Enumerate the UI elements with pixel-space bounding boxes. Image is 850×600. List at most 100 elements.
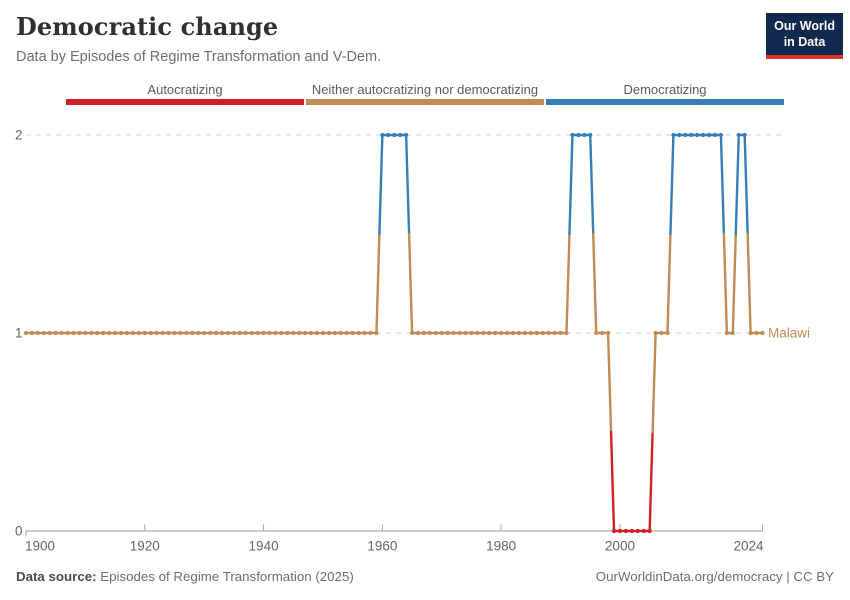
data-point	[172, 330, 177, 336]
data-point	[540, 330, 545, 336]
data-point	[23, 330, 29, 336]
data-point	[136, 330, 141, 336]
data-point	[243, 330, 248, 336]
legend-bar-autocratizing	[66, 99, 304, 105]
data-point	[522, 330, 528, 336]
data-point	[706, 132, 712, 138]
data-point	[350, 330, 355, 336]
owid-logo-line1: Our World	[774, 19, 835, 33]
owid-logo[interactable]: Our World in Data	[766, 13, 843, 59]
data-point	[605, 330, 611, 336]
x-tick-label-1980: 1980	[486, 539, 516, 554]
line-segment	[568, 133, 574, 236]
data-point	[314, 330, 320, 336]
data-point	[47, 330, 52, 336]
line-segment	[651, 331, 657, 434]
data-point	[505, 330, 510, 336]
data-point	[724, 330, 729, 336]
y-axis: 0 1 2	[15, 128, 23, 539]
data-point	[332, 330, 337, 336]
data-point	[184, 330, 189, 336]
data-point	[439, 330, 444, 336]
line-segment	[719, 133, 726, 236]
legend-item-democratizing: Democratizing	[545, 82, 785, 105]
chart-footer: Data source: Episodes of Regime Transfor…	[16, 569, 834, 584]
legend-item-neither: Neither autocratizing nor democratizing	[305, 82, 545, 105]
x-tick-label-1940: 1940	[249, 539, 279, 554]
data-point	[617, 528, 623, 534]
line-segment	[592, 232, 598, 335]
data-point	[404, 132, 409, 138]
x-tick-label-1920: 1920	[130, 539, 160, 554]
data-point	[570, 132, 575, 138]
data-point	[689, 132, 694, 138]
line-segment	[609, 430, 616, 533]
legend-label-neither: Neither autocratizing nor democratizing	[311, 82, 539, 97]
data-point	[392, 132, 397, 138]
data-point	[338, 330, 343, 336]
data-point	[742, 132, 747, 138]
data-point	[499, 330, 504, 336]
data-point	[273, 330, 278, 336]
data-point	[29, 330, 35, 336]
data-point	[344, 330, 349, 336]
data-point	[208, 330, 213, 336]
legend-item-autocratizing: Autocratizing	[65, 82, 305, 105]
data-point	[475, 330, 480, 336]
data-point	[629, 528, 634, 534]
x-tick-label-2000: 2000	[605, 539, 635, 554]
data-point	[124, 330, 130, 336]
data-point	[41, 330, 46, 336]
data-point	[528, 330, 533, 336]
y-tick-label-0: 0	[15, 524, 23, 539]
page-title: Democratic change	[16, 12, 279, 41]
data-point	[398, 132, 403, 138]
data-point	[647, 528, 652, 534]
data-point	[219, 330, 225, 336]
data-point	[433, 330, 438, 336]
data-point	[237, 330, 242, 336]
owid-url-link[interactable]: OurWorldinData.org/democracy | CC BY	[595, 569, 834, 584]
data-point	[83, 330, 88, 336]
series-label-malawi[interactable]: Malawi	[768, 326, 810, 341]
data-point	[118, 330, 124, 336]
data-point	[71, 330, 76, 336]
line-segment	[734, 133, 740, 236]
data-point	[213, 330, 219, 336]
data-point	[231, 330, 236, 336]
y-tick-label-2: 2	[15, 128, 23, 143]
data-point	[101, 330, 106, 336]
data-point	[415, 330, 421, 336]
line-segment	[746, 232, 752, 335]
data-point	[730, 330, 735, 336]
data-point	[35, 330, 40, 336]
data-point	[611, 528, 617, 534]
data-point	[279, 330, 284, 336]
data-point	[154, 330, 159, 336]
data-point	[386, 132, 391, 138]
data-point	[303, 330, 308, 336]
data-source-label: Data source:	[16, 569, 97, 584]
data-point	[600, 330, 605, 336]
data-point	[59, 330, 64, 336]
data-point	[534, 330, 539, 336]
data-point	[457, 330, 462, 336]
y-tick-label-1: 1	[15, 326, 23, 341]
legend: Autocratizing Neither autocratizing nor …	[65, 82, 785, 105]
line-segment	[731, 232, 737, 335]
data-point	[160, 330, 165, 336]
data-point	[95, 330, 100, 336]
x-tick-label-1900: 1900	[25, 539, 55, 554]
line-segment	[565, 232, 571, 335]
line-segment	[378, 133, 384, 236]
data-point	[659, 330, 664, 336]
data-point	[130, 330, 136, 336]
data-point	[368, 330, 373, 336]
data-point	[107, 330, 112, 336]
legend-bar-democratizing	[546, 99, 784, 105]
data-point	[683, 132, 688, 138]
data-point	[582, 132, 587, 138]
line-segment	[589, 133, 595, 236]
data-point	[77, 330, 82, 336]
